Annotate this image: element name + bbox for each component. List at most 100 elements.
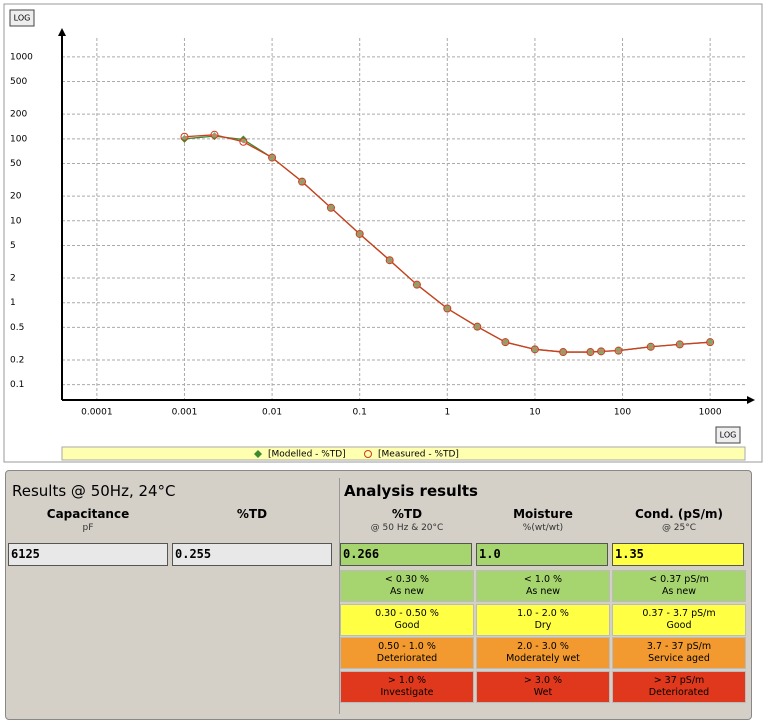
range: 3.7 - 37 pS/m	[646, 641, 712, 652]
marker	[473, 322, 482, 331]
column-title: Moisture	[513, 507, 573, 521]
marker	[501, 338, 510, 347]
field-unit: pF	[82, 523, 94, 533]
x-tick-label: 100	[614, 408, 631, 418]
results-title: Results @ 50Hz, 24°C	[12, 482, 176, 500]
y-tick-label: 0.2	[10, 356, 24, 366]
column-subtitle: @ 25°C	[661, 523, 697, 533]
arrow	[747, 396, 755, 404]
range-cell: 2.0 - 3.0 % Moderately wet	[476, 637, 610, 669]
x-tick-label: 1	[444, 408, 450, 418]
marker	[268, 153, 277, 162]
marker	[646, 342, 655, 351]
range: < 1.0 %	[523, 574, 563, 585]
column-subtitle: @ 50 Hz & 20°C	[370, 523, 444, 533]
chart-frame	[3, 3, 763, 463]
legend-marker	[364, 450, 372, 458]
series-line	[184, 134, 711, 353]
x-tick-label: 0.01	[262, 408, 282, 418]
marker	[443, 304, 452, 313]
y-tick-label: 0.1	[10, 380, 24, 390]
x-tick-label: 10	[529, 408, 541, 418]
range: 1.0 - 2.0 %	[517, 607, 569, 619]
legend-label: [Measured - %TD]	[378, 450, 459, 460]
marker	[326, 203, 335, 212]
range-cell: < 1.0 % As new	[476, 570, 610, 602]
log-button-label: LOG	[720, 431, 737, 440]
field-value: 0.255	[172, 543, 332, 566]
range-label: As new	[389, 586, 425, 597]
y-tick-label: 20	[10, 192, 22, 202]
range: > 1.0 %	[387, 674, 427, 686]
log-button-label: LOG	[14, 14, 31, 23]
column-subtitle: %(wt/wt)	[522, 523, 564, 533]
range-label: Service aged	[648, 653, 710, 664]
legend	[61, 446, 746, 461]
y-tick-label: 500	[10, 77, 27, 87]
range-cell: 0.37 - 3.7 pS/m Good	[612, 603, 746, 636]
marker	[355, 229, 364, 238]
range: < 0.37 pS/m	[649, 574, 709, 585]
x-tick-label: 0.0001	[81, 408, 113, 418]
range-label: As new	[661, 586, 697, 597]
chart: 0.1 0.2 0.5 1 2 5 10 20 50 100 200 500 1000 0.0001 0.0…	[3, 3, 763, 463]
range-label: Good	[666, 619, 692, 631]
y-tick-label: 10	[10, 216, 22, 226]
analysis-title: Analysis results	[344, 482, 478, 500]
marker	[675, 340, 684, 349]
marker	[210, 130, 219, 139]
range: > 3.0 %	[523, 674, 563, 686]
range: 0.37 - 3.7 pS/m	[642, 607, 716, 619]
range-cell: < 0.37 pS/m As new	[612, 570, 746, 602]
y-tick-label: 1	[10, 298, 16, 308]
range-cell: > 1.0 % Investigate	[340, 670, 474, 703]
marker	[412, 280, 421, 289]
range-label: Investigate	[380, 686, 434, 698]
range: 0.30 - 0.50 %	[375, 607, 439, 619]
range-cell: > 3.0 % Wet	[476, 670, 610, 703]
arrow	[58, 28, 66, 36]
range-label: Deteriorated	[376, 653, 438, 664]
marker	[180, 132, 189, 141]
y-tick-label: 200	[10, 110, 27, 120]
range-label: Wet	[533, 686, 553, 698]
range-label: As new	[525, 586, 561, 597]
x-tick-label: 0.1	[353, 408, 367, 418]
range: 2.0 - 3.0 %	[517, 641, 569, 652]
y-tick-label: 100	[10, 134, 27, 144]
range: > 37 pS/m	[653, 674, 705, 686]
column-value: 1.35	[612, 543, 744, 566]
range: < 0.30 %	[384, 574, 430, 585]
marker	[586, 348, 595, 357]
log-button[interactable]	[9, 9, 35, 27]
marker	[239, 137, 248, 146]
range-cell: 0.30 - 0.50 % Good	[340, 603, 474, 636]
marker	[385, 256, 394, 265]
range-cell: > 37 pS/m Deteriorated	[612, 670, 746, 703]
range-cell: 0.50 - 1.0 % Deteriorated	[340, 637, 474, 669]
range-label: Moderately wet	[506, 653, 580, 664]
range-label: Good	[394, 619, 420, 631]
column-value: 0.266	[340, 543, 472, 566]
marker	[614, 346, 623, 355]
range: 0.50 - 1.0 %	[378, 641, 436, 652]
marker	[706, 338, 715, 347]
legend-marker	[254, 450, 262, 458]
legend-label: [Modelled - %TD]	[268, 450, 346, 460]
range-label: Dry	[534, 619, 552, 631]
y-tick-label: 2	[10, 274, 16, 284]
x-tick-label: 1000	[699, 408, 722, 418]
marker	[597, 347, 606, 356]
column-value: 1.0	[476, 543, 608, 566]
divider	[339, 478, 340, 714]
range-cell: 3.7 - 37 pS/m Service aged	[612, 637, 746, 669]
column-title: Cond. (pS/m)	[634, 507, 723, 521]
y-tick-label: 1000	[10, 52, 33, 62]
column-title: %TD	[391, 507, 423, 521]
log-button[interactable]	[715, 426, 741, 444]
marker	[559, 348, 568, 357]
marker	[298, 177, 307, 186]
x-tick-label: 0.001	[172, 408, 198, 418]
y-tick-label: 50	[10, 159, 22, 169]
